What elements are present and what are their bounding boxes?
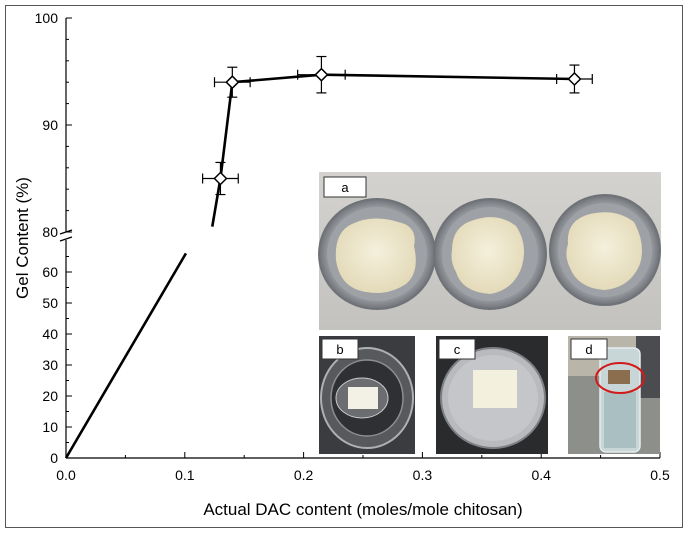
y-tick-label: 100 [35,10,59,26]
inset-a: a [318,172,661,330]
axis-ticks [65,17,661,459]
y-tick-label: 50 [42,295,58,311]
x-tick-label: 0.5 [650,467,670,483]
inset-b-label: b [336,342,343,357]
inset-c: c [436,336,548,454]
inset-a-label-box [323,176,367,198]
x-tick-label: 0.2 [294,467,314,483]
inset-b-label-box [321,338,359,360]
y-tick-label: 60 [42,264,58,280]
inset-a-label: a [341,180,349,195]
inset-c-label: c [454,342,461,357]
series-gel-content [64,55,593,459]
inset-b: b [319,336,415,454]
data-point [297,55,346,94]
diamond-marker [213,171,228,186]
y-tick-label: 80 [42,224,58,240]
sample-highlight-circle [595,362,645,394]
y-axis-title: Gel Content (%) [13,177,32,299]
y-tick-label: 40 [42,326,58,342]
data-point [213,66,251,98]
y-tick-label: 20 [42,388,58,404]
data-point [202,161,239,196]
y-tick-label: 0 [50,450,58,466]
dish [549,194,661,306]
y-tick-label: 10 [42,419,58,435]
data-point [556,64,593,94]
y-tick-label: 90 [42,117,58,133]
inset-c-label-box [438,338,476,360]
x-tick-label: 0.1 [175,467,195,483]
x-tick-label: 0.3 [413,467,433,483]
diamond-marker [225,75,240,90]
y-tick-label: 30 [42,357,58,373]
dish [433,198,547,310]
inset-d-label: d [585,342,592,357]
series-line [64,73,575,459]
x-axis-title: Actual DAC content (moles/mole chitosan) [203,500,522,519]
x-tick-label: 0.0 [56,467,76,483]
tick-labels: 0.0 0.1 0.2 0.3 0.4 0.5 0 10 20 30 40 50 60 80 90 100 [35,10,670,483]
x-tick-label: 0.4 [531,467,551,483]
inset-photos: a b c [318,172,661,454]
diamond-marker [314,67,329,82]
inset-d: d [568,336,660,454]
y-axis-break-mark [59,236,73,242]
dish [318,198,436,310]
diamond-marker [567,71,582,87]
inset-d-label-box [570,338,608,360]
